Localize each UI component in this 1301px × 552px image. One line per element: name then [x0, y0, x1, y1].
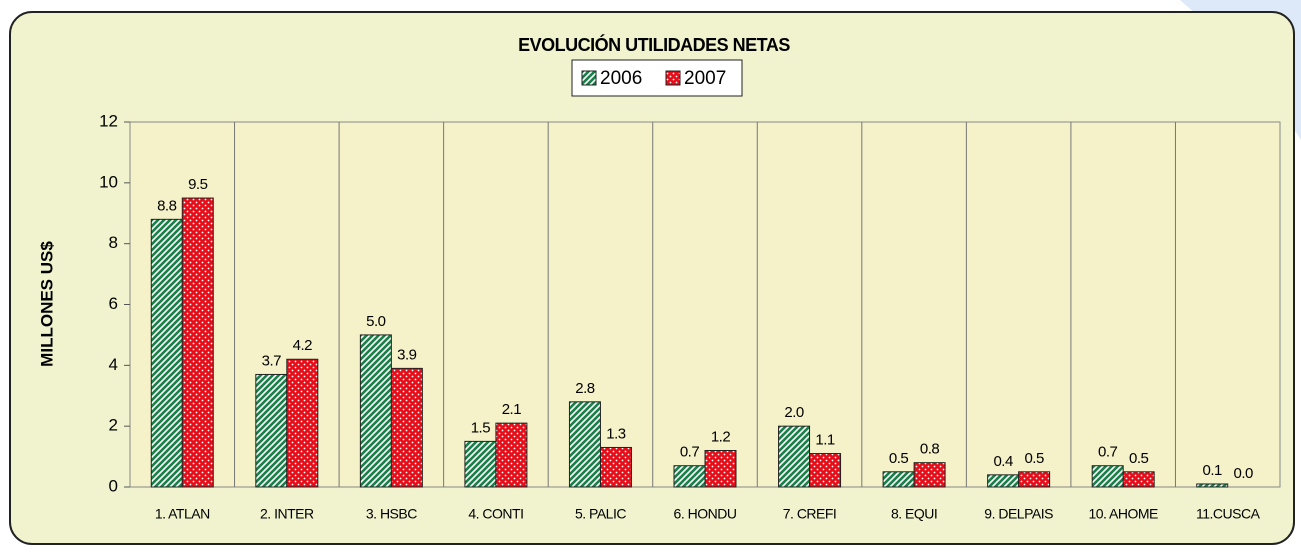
- value-label: 5.0: [366, 313, 386, 330]
- bar: [987, 474, 1020, 488]
- value-label: 0.8: [920, 441, 940, 458]
- value-label: 0.5: [1129, 450, 1149, 467]
- y-tick-label: 0: [109, 476, 118, 495]
- value-label: 3.7: [262, 352, 282, 369]
- bar: [1122, 471, 1155, 488]
- x-tick-label: 2. INTER: [260, 506, 314, 522]
- x-tick-label: 3. HSBC: [366, 506, 417, 522]
- value-label: 2.8: [575, 380, 595, 397]
- legend-label: 2006: [600, 68, 642, 89]
- y-tick-label: 8: [109, 233, 118, 252]
- legend-swatch: [665, 70, 681, 86]
- value-label: 1.5: [471, 419, 491, 436]
- value-label: 1.2: [711, 428, 731, 445]
- bar: [704, 450, 737, 488]
- bar: [286, 358, 319, 488]
- x-tick-label: 8. EQUI: [891, 506, 937, 522]
- y-tick-label: 6: [109, 294, 118, 313]
- x-tick-label: 5. PALIC: [575, 506, 626, 522]
- legend-swatch: [581, 70, 597, 86]
- value-label: 1.1: [815, 432, 835, 449]
- bar: [150, 218, 183, 488]
- bar: [809, 453, 842, 488]
- x-tick-label: 7. CREFI: [783, 506, 837, 522]
- y-tick-label: 2: [109, 416, 118, 435]
- value-label: 2.0: [784, 404, 804, 421]
- plot-area: [129, 121, 1281, 488]
- value-label: 4.2: [293, 337, 313, 354]
- bar: [673, 465, 706, 488]
- bar: [882, 471, 915, 488]
- x-tick-label: 10. AHOME: [1088, 506, 1158, 522]
- value-label: 9.5: [188, 176, 208, 193]
- value-label: 0.7: [680, 444, 700, 461]
- value-label: 8.8: [157, 197, 177, 214]
- y-tick-label: 12: [99, 111, 118, 130]
- bar: [599, 446, 632, 488]
- bar: [778, 425, 811, 488]
- value-label: 0.1: [1203, 462, 1223, 479]
- y-tick-label: 10: [99, 172, 118, 191]
- bar: [359, 334, 392, 488]
- bar: [913, 462, 946, 488]
- y-axis-label: MILLONES US$: [37, 241, 56, 367]
- legend-box: [571, 59, 743, 97]
- x-tick-label: 4. CONTI: [468, 506, 523, 522]
- bar: [1196, 483, 1229, 488]
- bar: [1091, 465, 1124, 488]
- x-tick-label: 6. HONDU: [674, 506, 737, 522]
- bar: [495, 422, 528, 488]
- bar: [390, 367, 423, 488]
- y-tick-label: 4: [109, 355, 118, 374]
- value-label: 0.4: [993, 453, 1013, 470]
- value-label: 0.0: [1234, 465, 1254, 482]
- value-label: 0.5: [889, 450, 909, 467]
- x-tick-label: 9. DELPAIS: [984, 506, 1053, 522]
- value-label: 3.9: [397, 346, 417, 363]
- x-tick-label: 11.CUSCA: [1196, 506, 1261, 522]
- value-label: 0.5: [1024, 450, 1044, 467]
- value-label: 2.1: [502, 401, 522, 418]
- bar: [181, 197, 214, 488]
- bar: [464, 440, 497, 488]
- value-label: 0.7: [1098, 444, 1118, 461]
- value-label: 1.3: [606, 425, 626, 442]
- legend-label: 2007: [684, 68, 726, 89]
- bar: [1018, 471, 1051, 488]
- x-tick-label: 1. ATLAN: [155, 506, 210, 522]
- chart-title: EVOLUCIÓN UTILIDADES NETAS: [518, 34, 790, 55]
- bar: [255, 373, 288, 488]
- bar: [568, 401, 601, 488]
